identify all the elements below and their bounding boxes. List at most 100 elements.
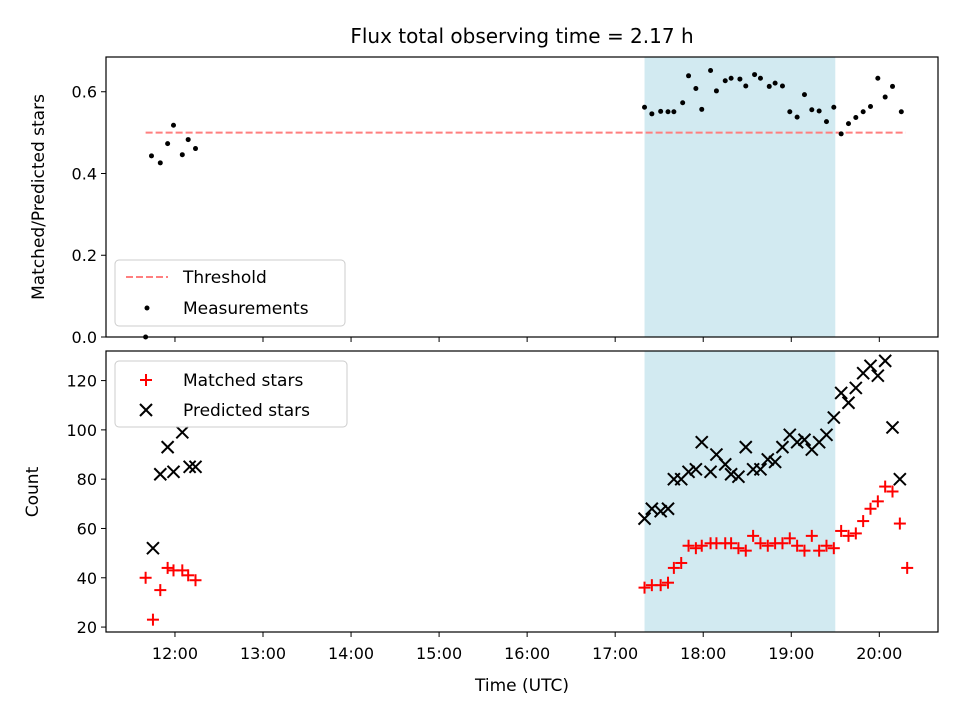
measurement-point [845, 121, 851, 127]
measurement-point [179, 152, 185, 158]
bottom-plot-frame [105, 350, 939, 633]
y-tick-label: 60 [77, 519, 97, 538]
matched-star-point [805, 529, 818, 542]
matched-star-point [835, 524, 848, 537]
matched-star-point [182, 569, 195, 582]
matched-star-point [739, 544, 752, 557]
predicted-legend-label: Predicted stars [183, 401, 310, 421]
measurement-point [743, 83, 749, 89]
measurement-points [143, 67, 904, 340]
measurement-point [898, 109, 904, 115]
matched-star-point [667, 561, 680, 574]
bottom-shaded-interval [644, 351, 836, 632]
matched-star-point [682, 539, 695, 552]
matched-star-point [689, 542, 702, 555]
matched-star-point [695, 539, 708, 552]
predicted-star-point [661, 502, 675, 516]
bottom-x-axis-ticks: 12:00 13:00 14:00 15:00 16:00 17:00 18:00 19:00… [152, 632, 902, 663]
matched-star-point [827, 542, 840, 555]
x-tick-label: 14:00 [328, 644, 374, 663]
top-panel: 0.0 0.2 0.4 0.6 Matched/Predicted stars Thr… [29, 56, 939, 347]
matched-star-point [842, 529, 855, 542]
predicted-star-point [893, 472, 907, 486]
matched-star-point [820, 539, 833, 552]
matched-star-point [154, 584, 167, 597]
matched-star-point [879, 480, 892, 493]
y-tick-label: 120 [66, 372, 97, 391]
measurement-point [809, 107, 815, 113]
measurement-point [713, 88, 719, 94]
measurement-point [165, 141, 171, 147]
measurement-point [794, 114, 800, 120]
matched-star-point [654, 579, 667, 592]
matched-star-point [783, 532, 796, 545]
x-tick-label: 18:00 [680, 644, 726, 663]
measurement-point [772, 80, 778, 86]
measurement-point [680, 100, 686, 106]
measurement-point [699, 106, 705, 112]
measurement-point [185, 137, 191, 143]
predicted-star-point [724, 467, 738, 481]
matched-star-point [754, 537, 767, 550]
matched-star-point [864, 502, 877, 515]
measurement-point [868, 103, 874, 109]
bottom-y-axis-ticks: 20 40 60 80 100 120 [66, 372, 106, 637]
x-tick-label: 16:00 [504, 644, 550, 663]
bottom-legend-box [114, 360, 348, 428]
predicted-star-point [849, 381, 863, 395]
predicted-legend-swatch [139, 403, 153, 417]
matched-star-point [886, 485, 899, 498]
matched-star-point [776, 537, 789, 550]
top-y-axis-ticks: 0.0 0.2 0.4 0.6 [72, 83, 106, 347]
y-tick-label: 80 [77, 470, 97, 489]
predicted-star-point [790, 435, 804, 449]
measurement-point [708, 67, 714, 73]
matched-star-point [893, 517, 906, 530]
x-axis-label: Time (UTC) [474, 676, 569, 696]
measurement-point [890, 83, 896, 89]
measurement-point [737, 76, 743, 82]
matched-star-point [662, 576, 675, 589]
top-y-axis-label: Matched/Predicted stars [29, 94, 49, 300]
measurement-point [686, 73, 692, 79]
y-tick-label: 0.0 [72, 328, 97, 347]
measurement-point [779, 83, 785, 89]
predicted-star-point [645, 502, 659, 516]
measurement-point [642, 104, 648, 110]
bottom-y-axis-label: Count [23, 466, 43, 517]
predicted-star-point [878, 354, 892, 368]
x-tick-label: 15:00 [416, 644, 462, 663]
predicted-star-point [182, 460, 197, 474]
measurement-point [752, 72, 758, 78]
count-points [139, 354, 914, 626]
matched-star-point [798, 544, 811, 557]
bottom-legend: Matched stars Predicted stars [114, 360, 348, 428]
matched-star-point [871, 495, 884, 508]
predicted-star-point [166, 465, 181, 479]
measurement-point [693, 85, 699, 91]
predicted-star-point [768, 455, 782, 469]
measurement-point [148, 153, 154, 159]
y-tick-label: 100 [66, 421, 97, 440]
predicted-star-point [775, 440, 790, 454]
measurement-point [671, 109, 677, 115]
predicted-star-point [718, 457, 732, 472]
predicted-star-point [695, 435, 709, 449]
matched-star-point [638, 581, 651, 594]
predicted-star-point [689, 462, 703, 477]
x-tick-label: 17:00 [592, 644, 638, 663]
predicted-star-point [160, 440, 175, 454]
predicted-star-point [797, 433, 812, 447]
top-x-axis-ticks [174, 337, 880, 342]
x-tick-label: 19:00 [768, 644, 814, 663]
measurement-point [766, 83, 772, 89]
y-tick-label: 0.2 [72, 246, 97, 265]
measurement-point [722, 78, 728, 84]
predicted-star-point [871, 368, 885, 383]
measurement-point [157, 160, 163, 166]
matched-star-point [849, 527, 862, 540]
shaded-band [644, 351, 836, 632]
predicted-star-point [753, 462, 768, 477]
y-tick-label: 0.6 [72, 83, 97, 102]
